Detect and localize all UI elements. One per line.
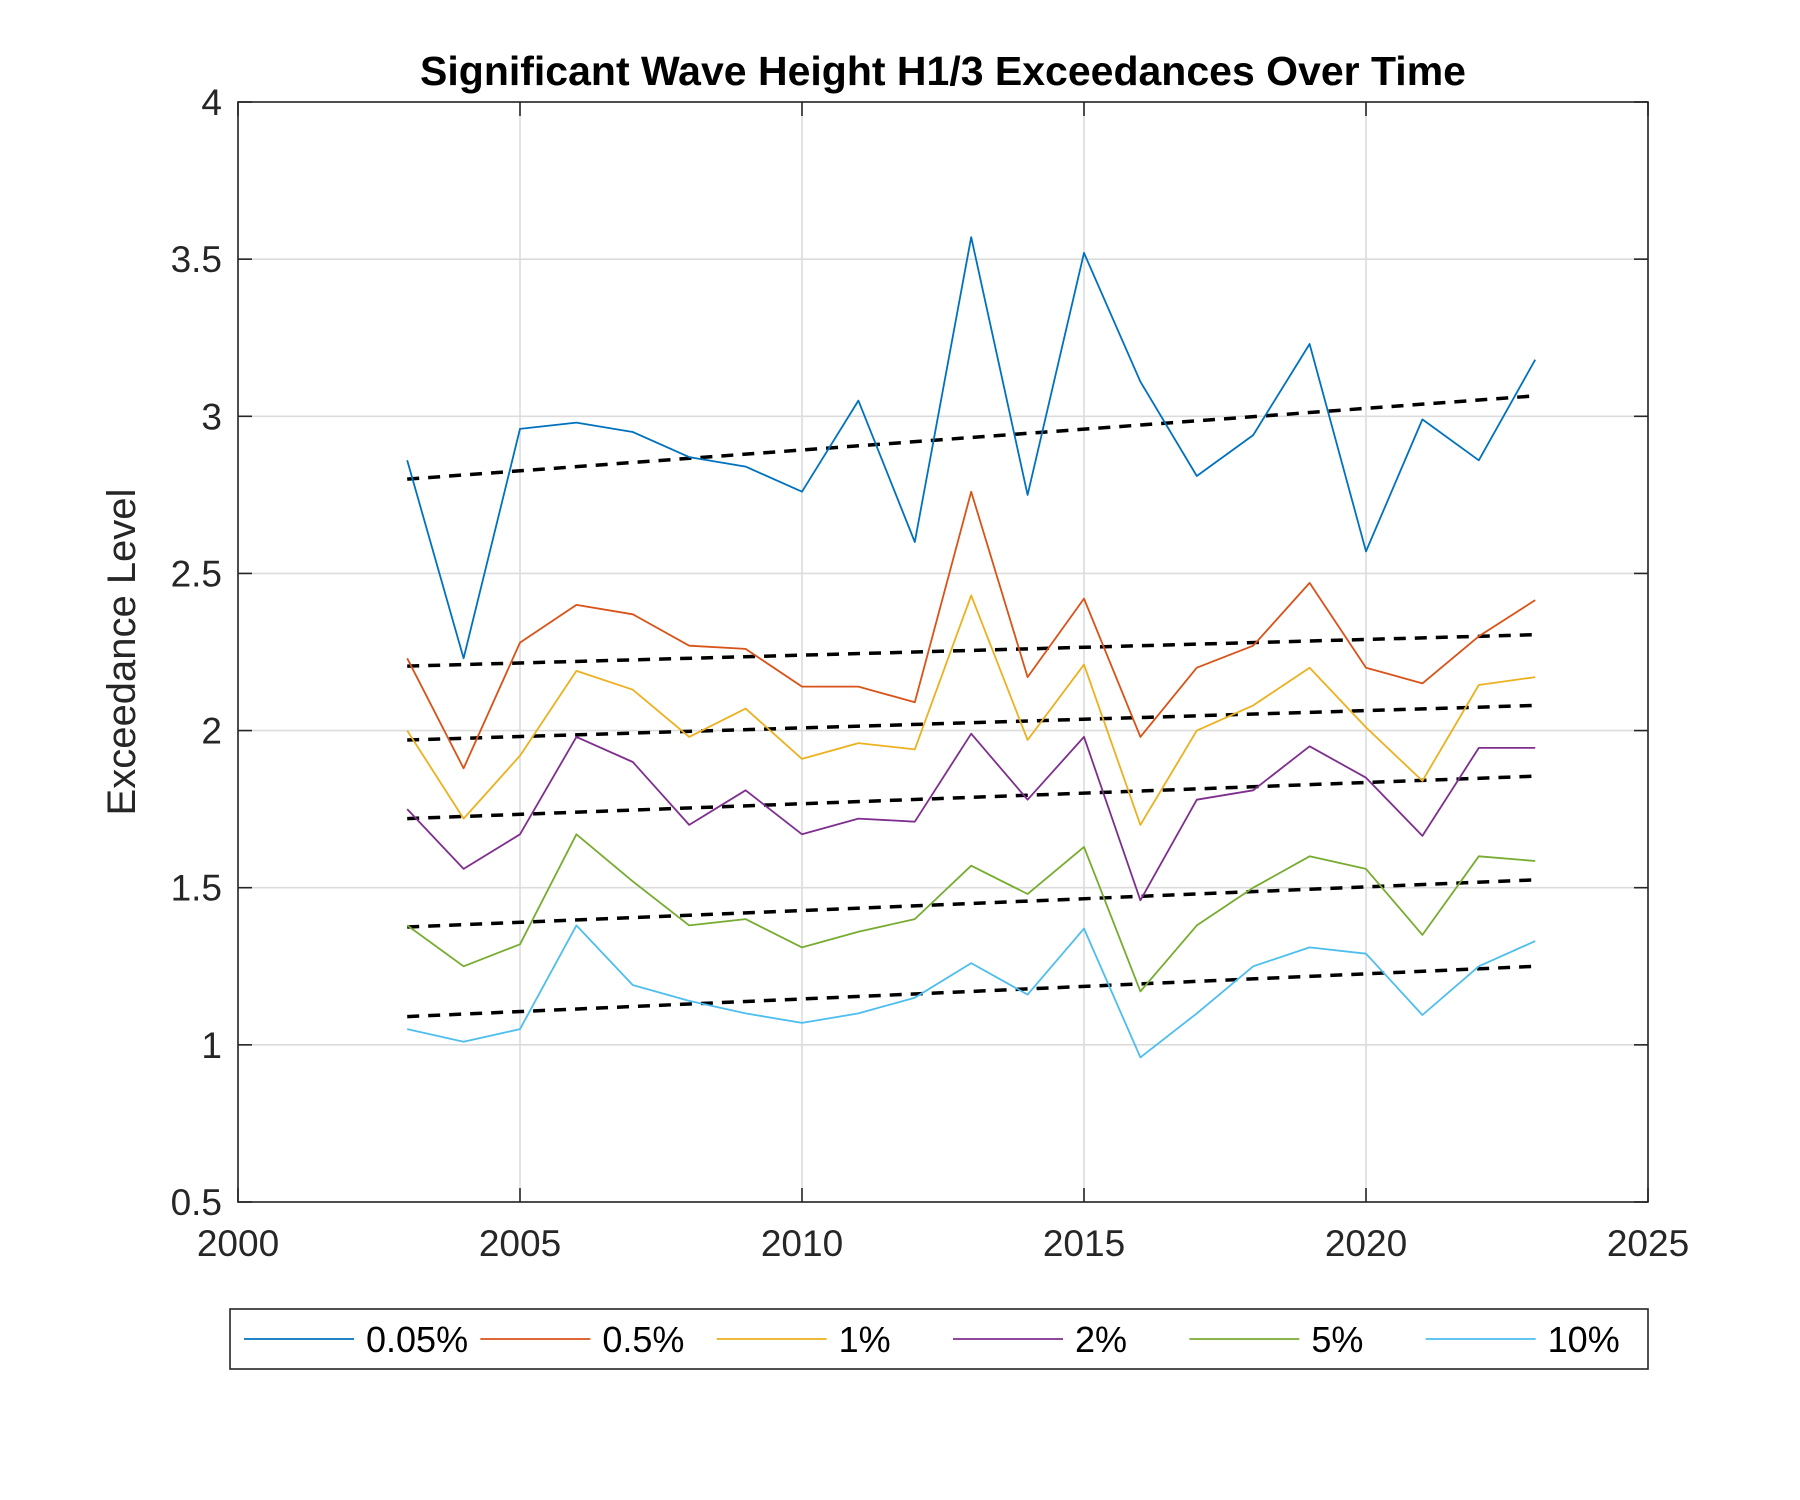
y-axis-tick-labels: 0.5 1 1.5 2 2.5 3 3.5 4 <box>171 82 222 1223</box>
legend-label: 1% <box>839 1319 891 1360</box>
y-tick-label: 3.5 <box>171 239 222 280</box>
legend-label: 2% <box>1075 1319 1127 1360</box>
legend-item[interactable]: 5% <box>1189 1319 1363 1360</box>
plot-area-frame <box>237 101 1649 1203</box>
legend[interactable]: 0.05% 0.5% 1% 2% 5% 10% <box>229 1308 1649 1370</box>
legend-label: 0.05% <box>366 1319 468 1360</box>
y-tick-label: 2 <box>201 711 222 752</box>
series-line-1 <box>406 236 1536 660</box>
series-line-4 <box>406 732 1536 902</box>
y-tick-label: 1 <box>201 1025 222 1066</box>
x-tick-label: 2005 <box>479 1223 561 1264</box>
x-axis-tick-labels: 2000 2005 2010 2015 2020 2025 <box>197 1223 1689 1264</box>
legend-item[interactable]: 1% <box>716 1319 891 1360</box>
series-line-2 <box>406 490 1536 770</box>
series-line-6 <box>407 924 1536 1059</box>
legend-label: 5% <box>1311 1319 1363 1360</box>
series-line-5 <box>406 833 1536 993</box>
legend-item[interactable]: 10% <box>1425 1319 1620 1360</box>
legend-frame <box>229 1308 1649 1370</box>
data-series <box>406 236 1536 1059</box>
legend-item[interactable]: 0.05% <box>244 1319 468 1360</box>
chart-title: Significant Wave Height H1/3 Exceedances… <box>420 48 1466 94</box>
x-tick-label: 2020 <box>1325 1223 1407 1264</box>
y-tick-label: 4 <box>201 82 222 123</box>
axis-ticks <box>237 101 1649 1203</box>
x-tick-label: 2010 <box>761 1223 843 1264</box>
series-line-3 <box>406 594 1536 826</box>
legend-label: 0.5% <box>602 1319 684 1360</box>
legend-label: 10% <box>1548 1319 1620 1360</box>
y-tick-label: 3 <box>201 396 222 437</box>
legend-item[interactable]: 0.5% <box>480 1319 684 1360</box>
x-tick-label: 2025 <box>1607 1223 1689 1264</box>
x-tick-label: 2015 <box>1043 1223 1125 1264</box>
y-tick-label: 1.5 <box>171 868 222 909</box>
legend-item[interactable]: 2% <box>953 1319 1127 1360</box>
y-axis-label: Exceedance Level <box>100 489 144 816</box>
y-tick-label: 2.5 <box>171 553 222 594</box>
x-tick-label: 2000 <box>197 1223 279 1264</box>
y-tick-label: 0.5 <box>171 1182 222 1223</box>
